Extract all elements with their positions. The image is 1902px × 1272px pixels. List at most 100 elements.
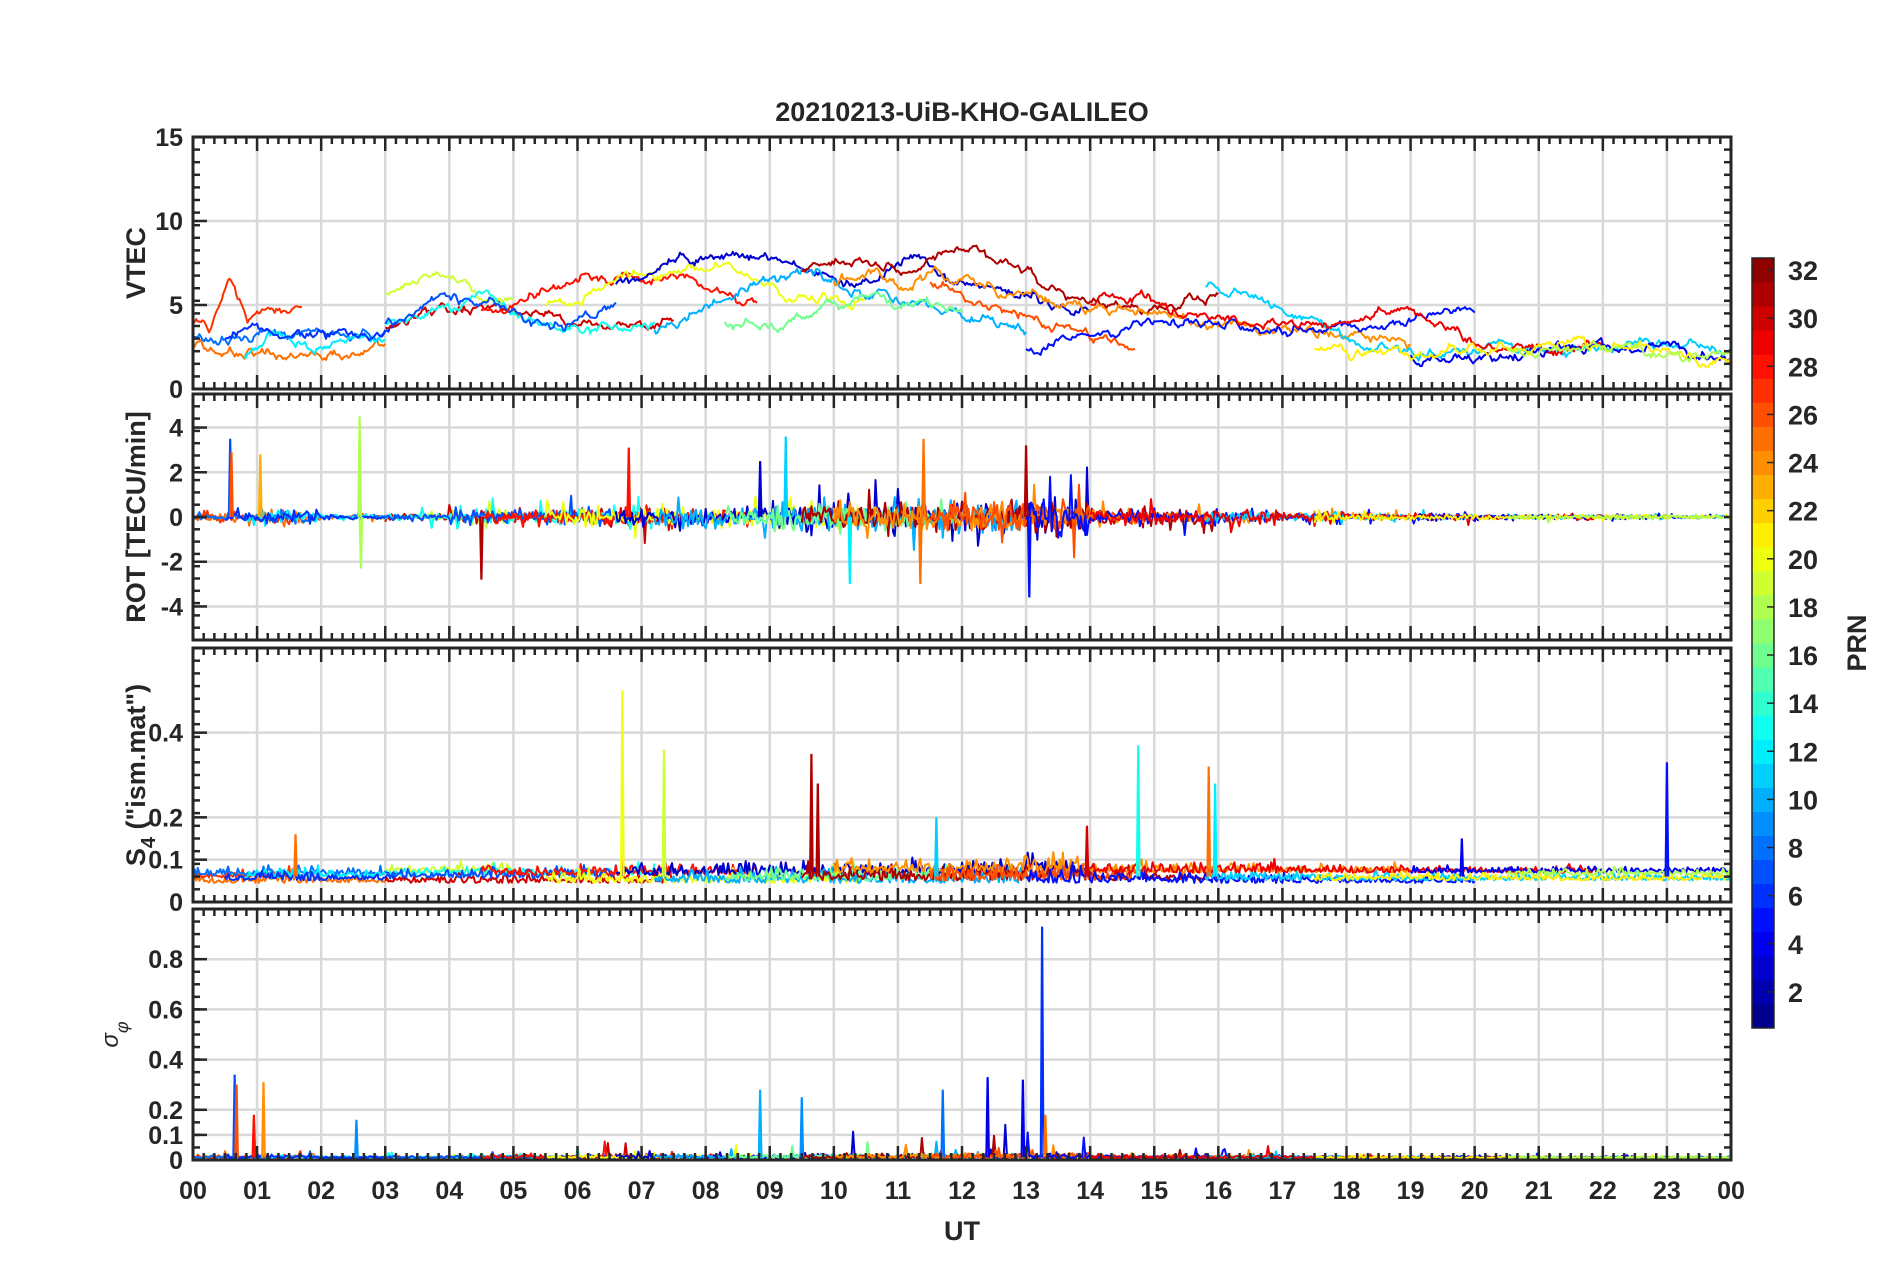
series-line-prn-26-vtec [929, 280, 1136, 351]
y-label-subscript: φ [112, 1021, 132, 1033]
series-line-prn-6-vtec [224, 320, 399, 342]
colorbar-tick-label: 16 [1788, 641, 1818, 671]
colorbar-tick-label: 22 [1788, 497, 1818, 527]
colorbar-tick-label: 12 [1788, 737, 1818, 767]
series-group-vtec [193, 244, 1731, 368]
spike-prn-25-s4 [1206, 766, 1212, 877]
colorbar-segment-6 [1752, 883, 1774, 909]
colorbar-frame [1751, 257, 1775, 1029]
colorbar-tick-label: 28 [1788, 352, 1818, 382]
x-tick-label: 19 [1397, 1177, 1425, 1205]
spike-prn-30-s4 [1084, 825, 1090, 877]
colorbar-segment-25 [1752, 426, 1774, 451]
y-tick-label: -2 [161, 549, 183, 577]
x-tick-label: 23 [1653, 1177, 1681, 1205]
series-line-prn-18-vtec [1506, 339, 1731, 363]
series-line-prn-18-sigma [1506, 1154, 1731, 1159]
spike-prn-28-rot [626, 447, 632, 518]
colorbar-segment-3 [1752, 955, 1774, 981]
colorbar-segment-22 [1752, 498, 1774, 524]
spike-prn-26-rot [229, 452, 234, 518]
spike-prn-3-rot [757, 461, 763, 518]
series-line-prn-7-vtec [384, 292, 617, 332]
series-line-prn-29-vtec [1089, 289, 1604, 357]
colorbar-tick-label: 2 [1788, 978, 1803, 1008]
colorbar-segment-12 [1752, 739, 1774, 764]
x-tick-label: 14 [1076, 1177, 1104, 1205]
colorbar-segment-13 [1752, 715, 1774, 740]
spike-prn-31-rot [478, 516, 484, 580]
spike-prn-4-sigma [1020, 1079, 1026, 1158]
axes-frame [191, 392, 1733, 642]
y-tick-label: -4 [161, 593, 183, 621]
colorbar-tick-label: 24 [1788, 449, 1818, 479]
colorbar-segment-26 [1752, 402, 1774, 427]
spike-prn-18-rot [358, 516, 364, 569]
spike-prn-31-s4 [815, 783, 821, 877]
x-tick-label: 08 [692, 1177, 720, 1205]
x-tick-label: 10 [820, 1177, 848, 1205]
series-group-rot [193, 416, 1731, 598]
spike-prn-25-s4 [293, 834, 298, 877]
series-line-prn-21-s4 [1313, 870, 1731, 882]
series-line-prn-16-vtec [724, 291, 963, 333]
colorbar-segment-8 [1752, 835, 1774, 861]
spike-prn-31-rot [1023, 445, 1029, 518]
series-line-prn-30-vtec [384, 300, 674, 331]
y-label-suffix: ("ism.mat") [121, 684, 151, 837]
chart-title: 20210213-UiB-KHO-GALILEO [775, 97, 1149, 127]
colorbar-segment-5 [1752, 907, 1774, 933]
colorbar-segment-20 [1752, 546, 1774, 572]
series-line-prn-3-sigma [615, 1123, 1091, 1159]
y-tick-label: 4 [169, 415, 183, 443]
y-label-main: VTEC [121, 227, 151, 299]
colorbar-label: PRN [1842, 614, 1872, 671]
series-line-prn-5-vtec [1025, 306, 1476, 356]
y-label-subscript: 4 [138, 836, 160, 848]
y-tick-label: 0 [169, 889, 183, 917]
spike-prn-31-s4 [809, 753, 814, 877]
series-line-prn-5-rot [1025, 474, 1476, 539]
series-line-prn-10-vtec [653, 268, 1027, 336]
colorbar-segment-17 [1752, 618, 1774, 644]
colorbar-tick-label: 20 [1788, 545, 1818, 575]
series-line-prn-21-vtec [1314, 335, 1731, 368]
series-line-prn-3-vtec [615, 250, 1091, 317]
colorbar-segment-2 [1752, 979, 1774, 1005]
colorbar-segment-16 [1752, 643, 1774, 668]
colorbar-segment-28 [1752, 354, 1774, 379]
colorbar-segment-4 [1752, 931, 1774, 957]
panel-vtec: 0 5 10 15 VTEC [121, 124, 1733, 404]
colorbar-tick-label: 32 [1788, 256, 1818, 286]
spike-prn-11-s4 [933, 817, 939, 877]
y-tick-label: 0.4 [148, 1047, 183, 1075]
spike-prn-13-s4 [1135, 745, 1141, 877]
spike-prn-9-sigma [354, 1119, 359, 1158]
spike-prn-5-rot [1026, 516, 1032, 598]
y-tick-label: 10 [155, 208, 183, 236]
y-label-main: σ [97, 1032, 124, 1048]
colorbar-segment-27 [1752, 378, 1774, 403]
axes-frame [191, 646, 1733, 904]
panel-s4: 00.10.20.4S4 ("ism.mat") [121, 646, 1733, 917]
x-tick-label: 09 [756, 1177, 784, 1205]
x-tick-label: 06 [564, 1177, 592, 1205]
colorbar-segment-11 [1752, 763, 1774, 788]
y-axis-label-s4: S4 ("ism.mat") [121, 684, 160, 866]
spike-prn-12-rot [847, 516, 853, 585]
x-tick-label: 00 [1717, 1177, 1745, 1205]
y-tick-label: 2 [169, 459, 183, 487]
x-tick-label: 00 [179, 1177, 207, 1205]
colorbar-segment-9 [1752, 811, 1774, 836]
spike-prn-23-rot [257, 454, 263, 518]
x-tick-label: 05 [500, 1177, 528, 1205]
x-tick-label: 18 [1333, 1177, 1361, 1205]
colorbar-segment-21 [1752, 522, 1774, 548]
colorbar-segment-7 [1752, 859, 1774, 885]
y-axis-label-rot: ROT [TECU/min] [121, 411, 151, 622]
x-tick-label: 20 [1461, 1177, 1489, 1205]
y-tick-label: 0 [169, 1147, 183, 1175]
colorbar-segment-29 [1752, 330, 1774, 355]
